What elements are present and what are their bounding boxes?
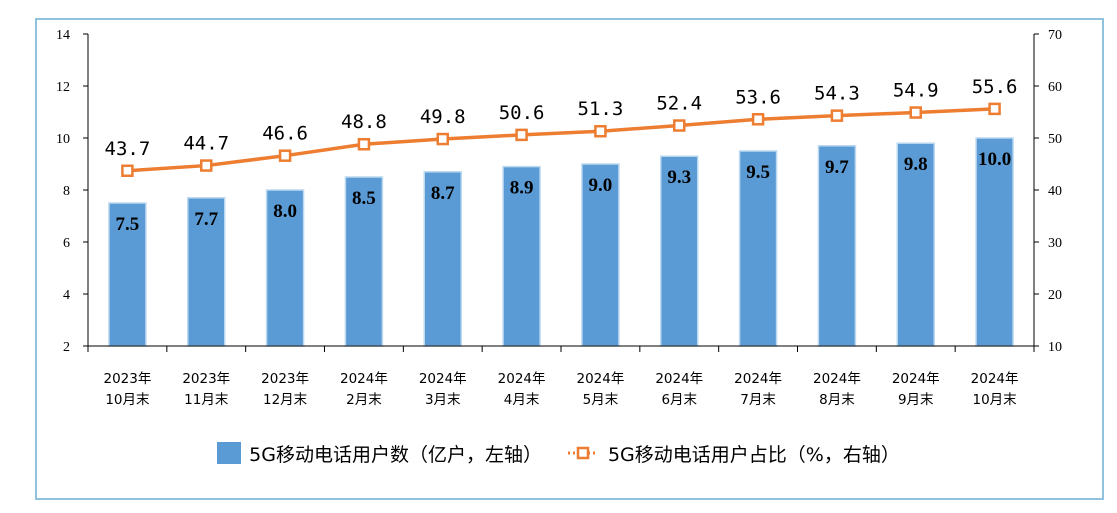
bar-data-label: 9.5 bbox=[746, 162, 770, 183]
x-axis-tick-label: 12月末 bbox=[263, 392, 308, 408]
line-point bbox=[830, 109, 844, 122]
x-axis-tick-label: 5月末 bbox=[583, 392, 619, 408]
line-data-label: 50.6 bbox=[499, 102, 545, 124]
x-axis-tick-label: 11月末 bbox=[184, 392, 229, 408]
legend-item-bar: 5G移动电话用户数（亿户，左轴） bbox=[217, 440, 542, 467]
bar-data-label: 9.8 bbox=[904, 154, 928, 175]
line-point bbox=[988, 102, 1001, 116]
bar bbox=[502, 165, 541, 347]
bar-data-label: 9.0 bbox=[589, 175, 613, 196]
x-axis-tick-label: 2024年 bbox=[655, 371, 703, 387]
right-axis: 10 20 30 40 50 60 70 bbox=[1033, 28, 1062, 355]
x-axis-tick-label: 9月末 bbox=[898, 392, 934, 408]
line-data-label: 54.3 bbox=[814, 83, 860, 105]
bar bbox=[817, 145, 857, 347]
left-axis-tick-label: 6 bbox=[63, 236, 70, 251]
left-axis: 2 4 6 8 10 12 14 bbox=[56, 28, 89, 355]
line-data-label: 48.8 bbox=[341, 111, 387, 133]
right-axis-tick-label: 30 bbox=[1048, 236, 1062, 251]
line-point bbox=[436, 132, 449, 146]
right-axis-tick-label: 50 bbox=[1048, 132, 1062, 147]
line-point bbox=[673, 119, 686, 132]
line-data-label: 54.9 bbox=[893, 80, 939, 102]
right-axis-tick-label: 70 bbox=[1048, 28, 1062, 43]
line-data-label: 52.4 bbox=[656, 93, 702, 115]
bar-data-label: 8.0 bbox=[273, 201, 297, 222]
line-series-path bbox=[127, 107, 995, 173]
x-axis-tick-label: 2024年 bbox=[340, 371, 388, 387]
x-axis-tick-label: 2024年 bbox=[971, 371, 1019, 387]
right-axis-tick-label: 40 bbox=[1048, 184, 1062, 199]
x-axis-tick-label: 2024年 bbox=[734, 371, 782, 387]
bar-data-label: 9.3 bbox=[667, 167, 691, 188]
line-data-label: 51.3 bbox=[578, 98, 624, 120]
x-axis-tick-label: 7月末 bbox=[740, 392, 776, 408]
x-axis-tick-label: 10月末 bbox=[972, 392, 1017, 408]
right-axis-tick-label: 20 bbox=[1048, 288, 1062, 303]
legend: 5G移动电话用户数（亿户，左轴） 5G移动电话用户占比（%，右轴） bbox=[0, 438, 1117, 468]
bar-data-label: 7.7 bbox=[194, 209, 218, 230]
x-axis-tick-label: 2024年 bbox=[576, 371, 624, 387]
line-data-label: 53.6 bbox=[735, 86, 781, 108]
line-data-label: 46.6 bbox=[262, 123, 308, 145]
line-data-label: 44.7 bbox=[183, 133, 229, 155]
legend-line-swatch bbox=[567, 446, 598, 460]
left-axis-tick-label: 2 bbox=[63, 340, 70, 355]
legend-bar-label: 5G移动电话用户数（亿户，左轴） bbox=[249, 443, 542, 466]
bar-data-label: 8.7 bbox=[431, 183, 455, 204]
x-axis-tick-label: 2023年 bbox=[103, 371, 151, 387]
line-point bbox=[200, 159, 213, 172]
line-point bbox=[751, 113, 765, 126]
x-axis-tick-label: 2024年 bbox=[813, 371, 861, 387]
chart-frame bbox=[35, 18, 1104, 500]
bar bbox=[344, 176, 384, 347]
line-series: 43.7 44.7 46.6 48.8 49.8 50.6 51.3 52.4 53.6 54.3… bbox=[105, 76, 1018, 178]
line-point bbox=[515, 128, 528, 142]
legend-item-line: 5G移动电话用户占比（%，右轴） bbox=[566, 440, 900, 467]
legend-line-label: 5G移动电话用户占比（%，右轴） bbox=[607, 443, 900, 466]
bar-data-label: 10.0 bbox=[978, 149, 1011, 170]
x-axis-tick-label: 2023年 bbox=[182, 371, 230, 387]
left-axis-tick-label: 10 bbox=[56, 132, 70, 147]
line-data-label: 55.6 bbox=[972, 76, 1018, 98]
line-point bbox=[121, 164, 134, 178]
x-axis-tick-label: 8月末 bbox=[819, 392, 855, 408]
right-axis-tick-label: 60 bbox=[1048, 80, 1062, 95]
bar-data-label: 9.7 bbox=[825, 157, 849, 178]
x-axis-tick-label: 2024年 bbox=[419, 371, 467, 387]
bar bbox=[187, 197, 226, 347]
bar bbox=[581, 163, 620, 347]
left-axis-tick-label: 8 bbox=[63, 184, 70, 199]
x-axis-tick-label: 4月末 bbox=[504, 392, 540, 408]
line-point bbox=[278, 149, 292, 162]
left-axis-tick-label: 4 bbox=[63, 288, 70, 303]
line-data-label: 49.8 bbox=[420, 106, 466, 128]
left-axis-tick-label: 14 bbox=[56, 28, 70, 43]
left-axis-tick-label: 12 bbox=[56, 80, 70, 95]
bar-data-label: 7.5 bbox=[116, 214, 140, 235]
line-point bbox=[594, 124, 607, 138]
line-point bbox=[909, 106, 922, 119]
line-point bbox=[357, 137, 371, 151]
x-axis-tick-label: 6月末 bbox=[661, 392, 697, 408]
line-data-label: 43.7 bbox=[105, 138, 151, 160]
x-axis: 2023年 10月末 2023年 11月末 2023年 12月末 2024年 2月末 2024年… bbox=[87, 345, 1035, 408]
bar-data-label: 8.9 bbox=[510, 178, 534, 199]
x-axis-tick-label: 10月末 bbox=[105, 392, 150, 408]
x-axis-tick-label: 3月末 bbox=[425, 392, 461, 408]
bar-series: 7.5 7.7 8.0 8.5 8.7 8.9 9.0 9.3 9.5 9.7 9.8 10.0 bbox=[108, 137, 1014, 347]
bar bbox=[660, 155, 699, 347]
bar-data-label: 8.5 bbox=[352, 188, 376, 209]
right-axis-tick-label: 10 bbox=[1048, 340, 1062, 355]
x-axis-tick-label: 2024年 bbox=[892, 371, 940, 387]
x-axis-tick-label: 2月末 bbox=[346, 392, 382, 408]
x-axis-tick-label: 2024年 bbox=[498, 371, 546, 387]
x-axis-tick-label: 2023年 bbox=[261, 371, 309, 387]
bar bbox=[975, 137, 1014, 347]
legend-bar-swatch bbox=[217, 442, 242, 464]
